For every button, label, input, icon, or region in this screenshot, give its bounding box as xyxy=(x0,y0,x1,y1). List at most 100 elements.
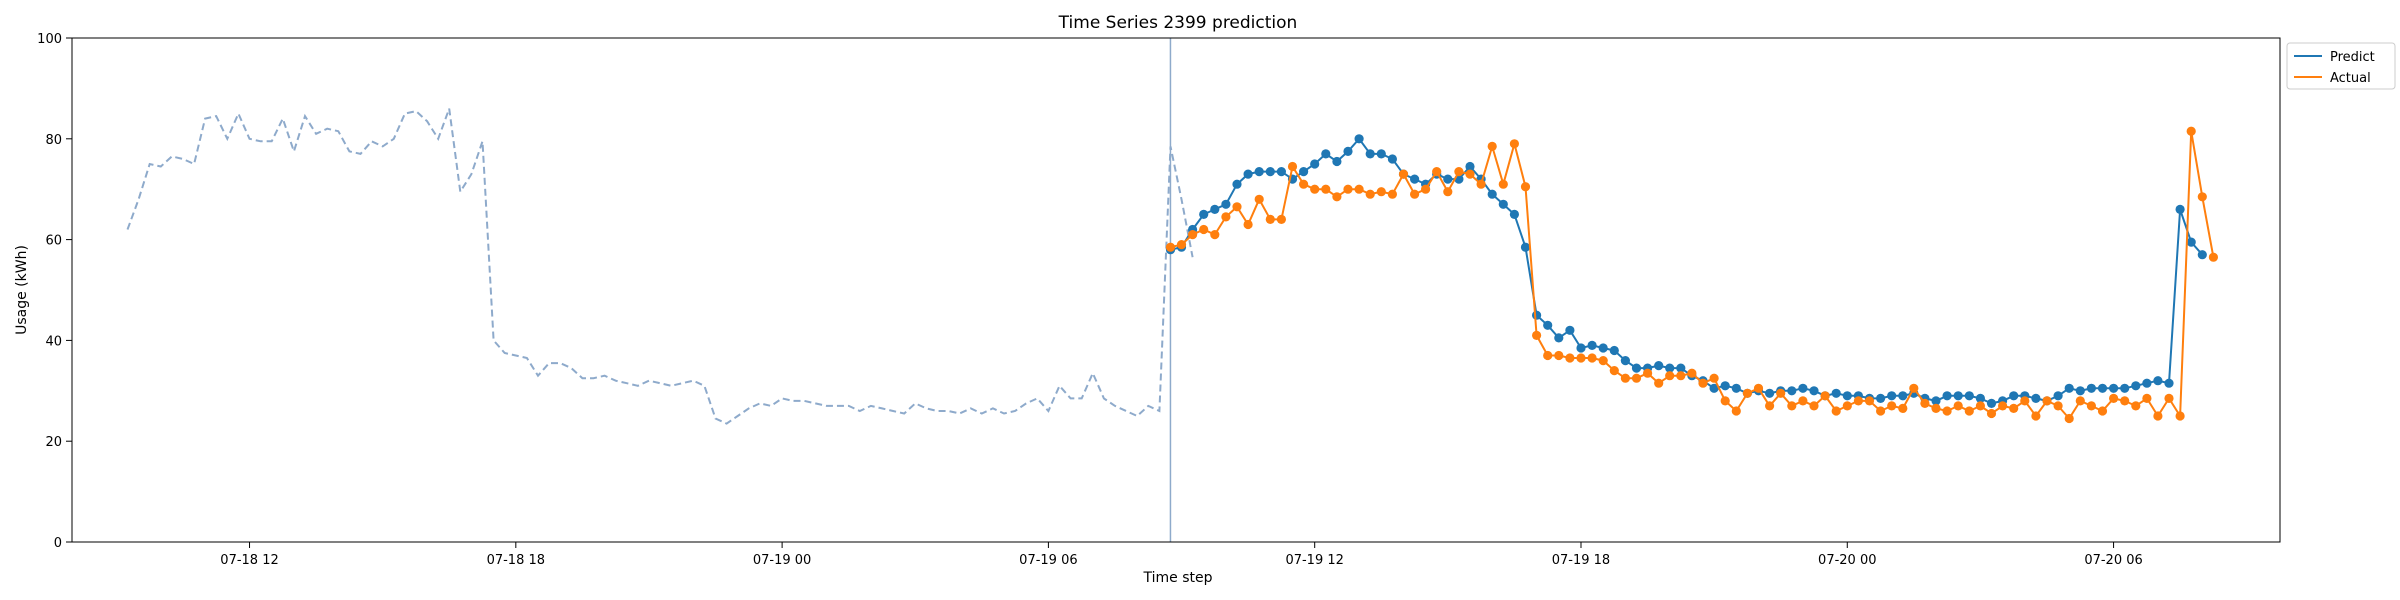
predict-point xyxy=(2131,381,2141,391)
chart-title: Time Series 2399 prediction xyxy=(1058,13,1298,33)
actual-point xyxy=(2031,411,2041,421)
predict-point xyxy=(1310,159,1320,169)
predict-point xyxy=(1443,174,1453,184)
predict-point xyxy=(1199,209,1209,219)
actual-point xyxy=(1387,189,1397,199)
actual-point xyxy=(1509,139,1519,149)
actual-point xyxy=(1587,353,1597,363)
actual-point xyxy=(1687,368,1697,378)
legend-predict-label: Predict xyxy=(2330,50,2375,65)
actual-point xyxy=(2120,396,2130,406)
predict-point xyxy=(1631,363,1642,373)
y-tick-label: 40 xyxy=(45,334,62,349)
predict-point xyxy=(1887,391,1897,401)
x-tick-label: 07-19 06 xyxy=(1019,553,1077,568)
actual-point xyxy=(1443,187,1453,197)
actual-point xyxy=(1798,396,1808,406)
y-axis-ticks: 0 20 40 60 80 100 xyxy=(37,32,72,551)
x-tick-label: 07-19 00 xyxy=(753,553,811,568)
predict-point xyxy=(1543,320,1553,330)
predict-point xyxy=(2153,376,2163,386)
actual-point xyxy=(1321,184,1331,194)
actual-point xyxy=(1421,184,1431,194)
actual-point xyxy=(1487,141,1497,151)
predict-point xyxy=(1354,134,1364,144)
predict-point xyxy=(1975,393,1985,403)
actual-point xyxy=(1876,406,1886,416)
predict-point xyxy=(2109,383,2119,393)
actual-point xyxy=(1809,401,1819,411)
actual-point xyxy=(1332,192,1342,202)
actual-point xyxy=(2175,411,2185,421)
predict-point xyxy=(1665,363,1675,373)
legend-actual-label: Actual xyxy=(2330,71,2371,86)
predict-point xyxy=(1465,161,1475,172)
predict-point xyxy=(1265,167,1275,177)
actual-point xyxy=(1554,350,1564,361)
predict-point xyxy=(1831,388,1841,398)
actual-point xyxy=(1254,194,1264,204)
x-tick-label: 07-18 12 xyxy=(220,553,278,568)
actual-point xyxy=(2109,393,2119,403)
predict-point xyxy=(1931,396,1941,406)
actual-point xyxy=(2142,393,2152,403)
actual-point xyxy=(1920,398,1930,408)
actual-point xyxy=(1265,214,1275,224)
actual-point xyxy=(1620,373,1630,383)
y-tick-label: 100 xyxy=(37,32,62,47)
predict-point xyxy=(2053,391,2063,401)
actual-point xyxy=(1532,330,1542,340)
x-tick-label: 07-19 18 xyxy=(1552,553,1610,568)
actual-point xyxy=(1787,401,1797,411)
predict-point xyxy=(1343,146,1353,156)
predict-point xyxy=(1942,391,1952,401)
actual-point xyxy=(1398,169,1409,179)
plot-frame xyxy=(71,37,2281,543)
actual-point xyxy=(1698,378,1708,388)
predict-point xyxy=(2086,383,2096,393)
predict-point xyxy=(1232,179,1242,189)
actual-point xyxy=(1676,371,1686,381)
actual-point xyxy=(1543,350,1553,361)
actual-point xyxy=(1432,167,1442,177)
actual-point xyxy=(1964,406,1974,416)
actual-point xyxy=(1609,366,1619,376)
predict-point xyxy=(2009,391,2019,401)
y-tick-label: 60 xyxy=(45,234,62,249)
predict-point xyxy=(1520,242,1531,252)
y-tick-label: 0 xyxy=(54,536,62,551)
actual-point xyxy=(1165,242,1176,252)
history-line xyxy=(126,108,1194,425)
predict-point xyxy=(1654,361,1664,371)
actual-point xyxy=(1498,179,1508,189)
actual-point xyxy=(1731,406,1741,416)
predict-point xyxy=(1953,391,1963,401)
predict-point xyxy=(1676,363,1686,373)
predict-point xyxy=(1765,388,1775,398)
predict-point xyxy=(1299,167,1309,177)
predict-point xyxy=(1365,149,1375,159)
actual-point xyxy=(1654,378,1664,388)
actual-point xyxy=(1365,189,1375,199)
x-axis-ticks: 07-18 12 07-18 18 07-19 00 07-19 06 07-19 12… xyxy=(220,542,2143,568)
predict-point xyxy=(1731,383,1741,393)
actual-point xyxy=(2164,393,2174,403)
actual-point xyxy=(2153,411,2163,421)
predict-point xyxy=(1332,156,1342,167)
predict-point xyxy=(1532,310,1542,320)
predict-point xyxy=(1276,167,1286,177)
actual-point xyxy=(1742,388,1752,398)
x-tick-label: 07-18 18 xyxy=(487,553,545,568)
predict-point xyxy=(1720,381,1730,391)
actual-point xyxy=(1188,230,1198,240)
predict-point xyxy=(2031,393,2041,403)
actual-point xyxy=(1765,401,1775,411)
actual-point xyxy=(1853,396,1863,406)
legend: Predict Actual xyxy=(2286,42,2396,90)
predict-point xyxy=(1986,398,1997,408)
actual-point xyxy=(2208,252,2218,262)
actual-point xyxy=(2064,413,2074,424)
actual-point xyxy=(1598,356,1608,366)
